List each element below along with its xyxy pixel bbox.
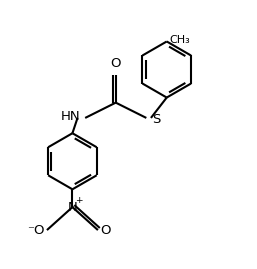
Text: ⁻O: ⁻O (27, 224, 44, 236)
Text: S: S (152, 113, 160, 126)
Text: CH₃: CH₃ (169, 35, 190, 45)
Text: +: + (75, 196, 82, 205)
Text: N: N (68, 201, 77, 214)
Text: O: O (100, 224, 111, 236)
Text: HN: HN (60, 110, 80, 123)
Text: O: O (111, 57, 121, 70)
